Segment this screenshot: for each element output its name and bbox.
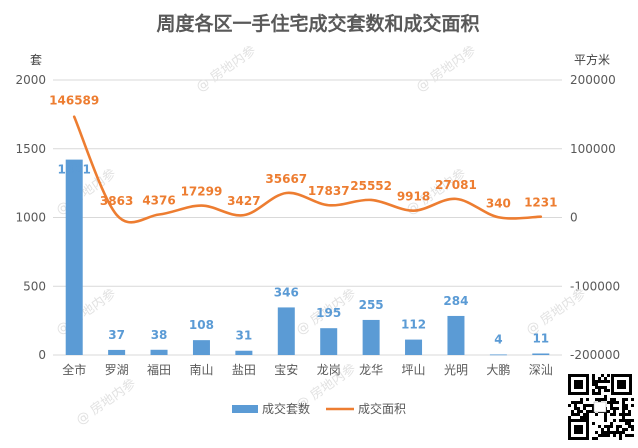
right-axis-unit: 平方米 bbox=[574, 52, 610, 67]
line-value-label: 17837 bbox=[308, 184, 350, 198]
x-tick-label: 罗湖 bbox=[105, 362, 129, 377]
y-left-tick-label: 2000 bbox=[15, 73, 46, 87]
x-tick-label: 龙华 bbox=[359, 363, 383, 377]
x-tick-label: 龙岗 bbox=[317, 363, 341, 377]
bars bbox=[65, 159, 550, 356]
bar-value-label: 284 bbox=[443, 294, 468, 308]
qr-code bbox=[566, 372, 634, 442]
legend-label-line: 成交面积 bbox=[358, 401, 406, 416]
x-tick-label: 全市 bbox=[62, 362, 86, 377]
bar-labels: 1421 37 38 108 31 346 195 255 112 284 4 11 bbox=[58, 163, 550, 347]
bar bbox=[532, 353, 550, 355]
y-right-tick-label: -100000 bbox=[570, 279, 620, 293]
watermark: @ 房地内参 bbox=[73, 376, 139, 429]
bar-value-label: 112 bbox=[401, 318, 426, 332]
bar bbox=[150, 349, 168, 355]
line-value-label: 35667 bbox=[265, 172, 307, 186]
legend: 成交套数 成交面积 bbox=[232, 401, 406, 416]
x-tick-label: 南山 bbox=[189, 362, 213, 377]
y-right-tick-label: -200000 bbox=[570, 348, 620, 362]
line-value-label: 3863 bbox=[100, 194, 133, 208]
y-left-tick-label: 500 bbox=[23, 279, 46, 293]
line-value-label: 17299 bbox=[181, 185, 223, 199]
watermark: @ 房地内参 bbox=[523, 286, 589, 339]
y-left-tick-label: 0 bbox=[38, 348, 46, 362]
bar bbox=[277, 307, 295, 355]
y-right-ticks: -200000 -100000 0 100000 200000 bbox=[570, 73, 620, 362]
bar bbox=[108, 349, 126, 355]
line-value-label: 340 bbox=[486, 196, 511, 210]
bar-value-label: 1421 bbox=[58, 163, 91, 177]
bar bbox=[447, 315, 465, 355]
y-right-tick-label: 0 bbox=[570, 211, 578, 225]
x-tick-label: 福田 bbox=[147, 362, 171, 377]
area-series-line bbox=[72, 115, 543, 224]
chart-title: 周度各区一手住宅成交套数和成交面积 bbox=[156, 12, 479, 35]
y-left-tick-label: 1500 bbox=[15, 142, 46, 156]
x-tick-label: 大鹏 bbox=[486, 363, 510, 377]
x-tick-label: 光明 bbox=[444, 363, 468, 377]
x-tick-label: 盐田 bbox=[232, 363, 256, 377]
bar-value-label: 31 bbox=[236, 329, 253, 343]
gridlines bbox=[53, 79, 562, 356]
watermark: @ 房地内参 bbox=[193, 43, 259, 96]
bar bbox=[489, 354, 507, 356]
y-left-ticks: 0 500 1000 1500 2000 bbox=[15, 73, 46, 362]
line-value-label: 4376 bbox=[142, 193, 175, 207]
bar-value-label: 38 bbox=[151, 328, 168, 342]
bar bbox=[405, 339, 423, 355]
bar-value-label: 11 bbox=[532, 331, 549, 345]
line-value-label: 3427 bbox=[227, 194, 260, 208]
bar-value-label: 255 bbox=[359, 298, 384, 312]
bar-value-label: 37 bbox=[108, 328, 125, 342]
bar bbox=[65, 159, 83, 355]
x-tick-label: 坪山 bbox=[402, 363, 426, 377]
bar bbox=[320, 328, 338, 355]
legend-swatch-bar bbox=[232, 405, 258, 413]
bar bbox=[192, 340, 210, 355]
line-value-label: 25552 bbox=[350, 179, 392, 193]
y-right-tick-label: 200000 bbox=[570, 73, 616, 87]
left-axis-unit: 套 bbox=[30, 53, 42, 67]
y-right-tick-label: 100000 bbox=[570, 142, 616, 156]
bar bbox=[362, 319, 380, 355]
x-ticks: 全市 罗湖 福田 南山 盐田 宝安 龙岗 龙华 坪山 光明 大鹏 深汕 bbox=[62, 362, 553, 377]
bar-value-label: 4 bbox=[494, 332, 502, 346]
line-value-label: 27081 bbox=[435, 178, 477, 192]
x-tick-label: 宝安 bbox=[274, 362, 298, 377]
x-tick-label: 深汕 bbox=[529, 363, 553, 377]
bar-value-label: 195 bbox=[316, 306, 341, 320]
legend-label-bar: 成交套数 bbox=[262, 401, 310, 416]
line-value-label: 146589 bbox=[49, 94, 99, 108]
bar bbox=[235, 350, 253, 355]
bar-value-label: 346 bbox=[274, 285, 299, 299]
watermark: @ 房地内参 bbox=[413, 43, 479, 96]
line-value-label: 1231 bbox=[524, 196, 557, 210]
bar-value-label: 108 bbox=[189, 318, 214, 332]
line-value-label: 9918 bbox=[397, 190, 430, 204]
y-left-tick-label: 1000 bbox=[15, 211, 46, 225]
